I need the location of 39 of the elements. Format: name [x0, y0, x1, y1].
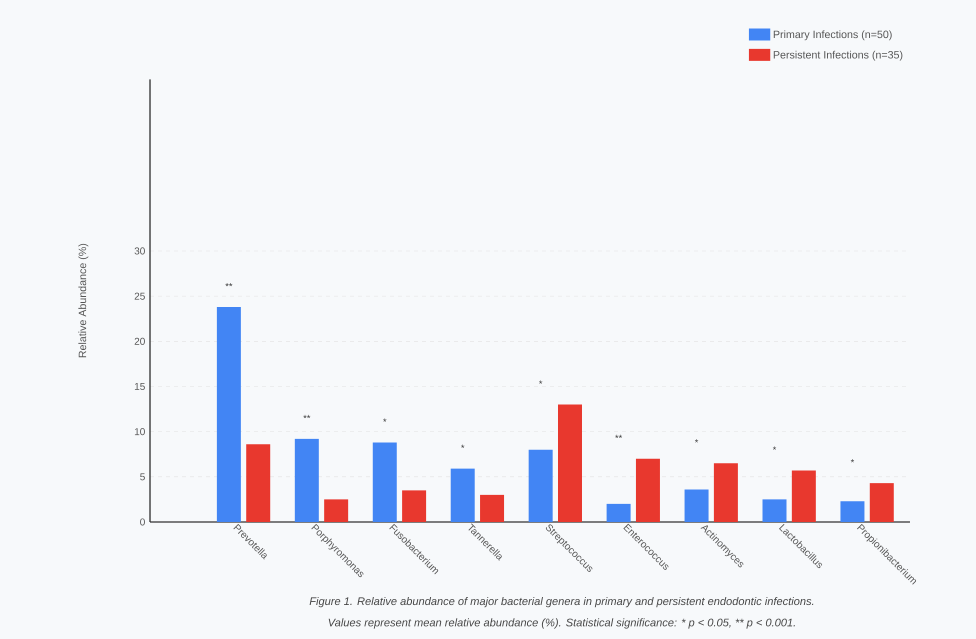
annotation: * — [850, 459, 854, 462]
y-tick-label: 20 — [134, 338, 145, 345]
bar — [216, 306, 241, 522]
bar — [840, 501, 864, 522]
bar — [528, 450, 553, 522]
bar — [792, 470, 816, 522]
annotation: * — [694, 439, 698, 443]
bar — [402, 490, 426, 522]
annotation: * — [383, 418, 386, 422]
bar — [714, 463, 738, 522]
caption: Figure 1. Relative abundance of major bacterial genera in primary and persistent endodontic infections. — [310, 596, 814, 608]
y-tick-label: 0 — [140, 518, 145, 526]
legend-label: Primary Infections (n=50) — [774, 30, 892, 40]
bar — [870, 483, 894, 522]
bar — [246, 444, 270, 522]
annotation: ** — [225, 282, 232, 286]
bar — [324, 499, 348, 522]
annotation: ** — [615, 434, 622, 438]
legend-label: Persistent Infections (n=35) — [774, 50, 902, 61]
y-tick-label: 10 — [134, 428, 145, 436]
bar — [480, 494, 504, 522]
text: Values represent mean relative abundance (%). Statistical significance: * p < 0.05, ** p < 0.001. — [328, 618, 795, 629]
y-tick-label: 5 — [140, 473, 145, 480]
bar — [294, 438, 319, 522]
bar — [684, 489, 709, 522]
y-tick-label: 15 — [134, 382, 145, 390]
bar — [558, 404, 582, 522]
annotation: * — [538, 380, 542, 384]
annotation: * — [461, 444, 464, 448]
bar — [606, 504, 631, 522]
bar — [372, 442, 397, 522]
y-tick-label: 25 — [134, 292, 145, 300]
bar — [636, 458, 660, 522]
bar — [450, 468, 475, 522]
annotation: * — [772, 446, 776, 450]
y-axis-title: Relative Abundance (%) — [78, 244, 88, 358]
annotation: ** — [303, 414, 310, 418]
bar — [762, 499, 787, 522]
y-tick-label: 30 — [134, 247, 145, 255]
